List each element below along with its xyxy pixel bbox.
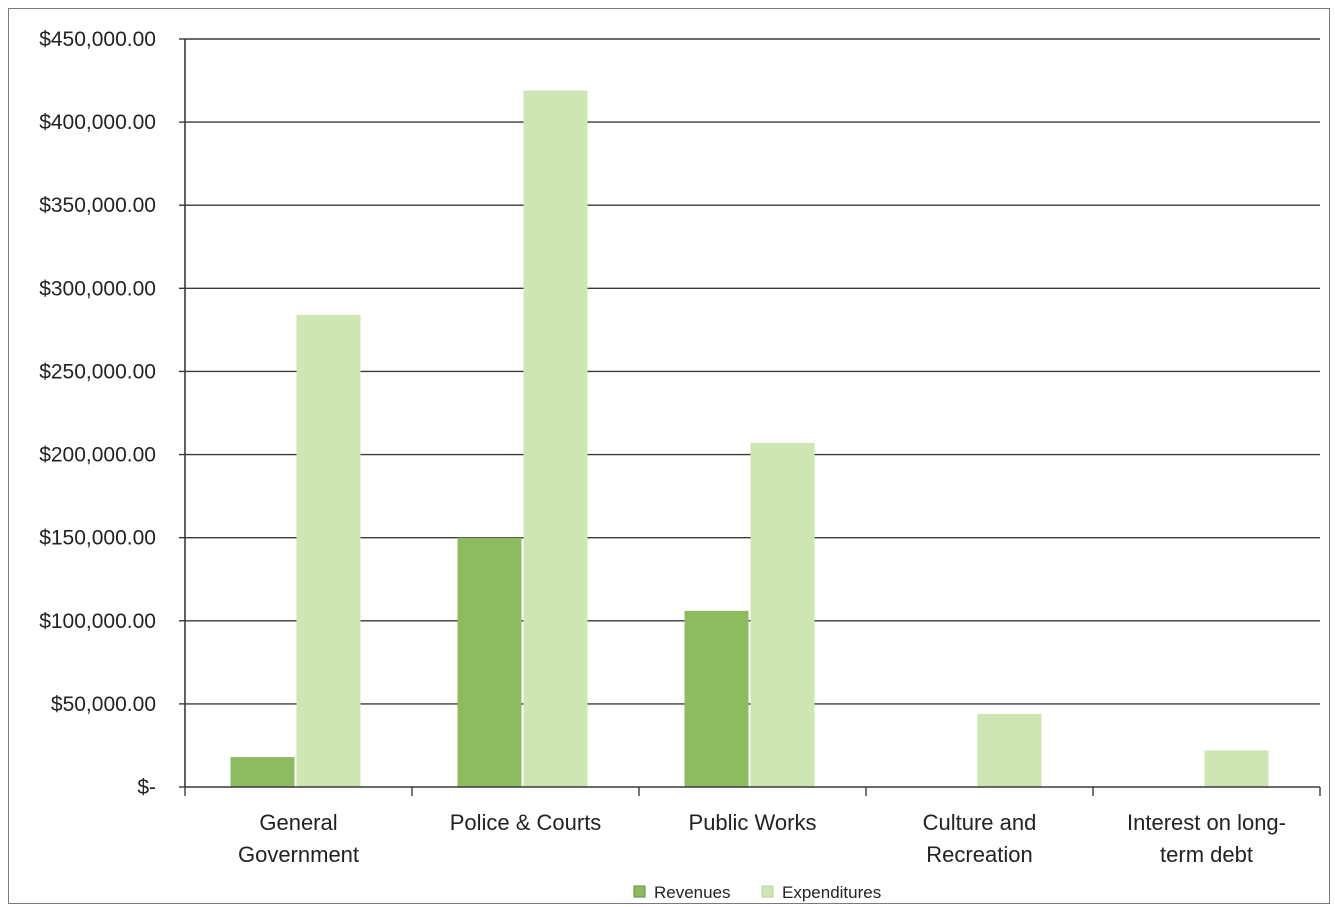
bar-revenues-0: [230, 757, 295, 787]
bar-expenditures-1: [523, 90, 588, 788]
bar-expenditures-2: [750, 442, 815, 787]
x-axis-category-labels: General Government Police & Courts Public W…: [238, 810, 1286, 867]
x-category-label: term debt: [1160, 842, 1253, 867]
y-tick-label: $200,000.00: [39, 444, 156, 467]
y-axis-tick-labels: $- $50,000.00 $100,000.00 $150,000.00 $200,0…: [39, 28, 156, 799]
x-category-label: Culture and: [923, 810, 1037, 835]
bar-expenditures-0: [296, 314, 361, 787]
x-category-label: Recreation: [926, 842, 1032, 867]
x-category-label: Police & Courts: [450, 810, 602, 835]
y-tick-label: $450,000.00: [39, 28, 156, 51]
legend-label-expenditures: Expenditures: [782, 883, 881, 902]
x-category-label: Public Works: [689, 810, 817, 835]
legend: Revenues Expenditures: [633, 883, 881, 902]
bar-expenditures-4: [1204, 750, 1269, 787]
gridlines: [179, 38, 1320, 788]
y-tick-label: $350,000.00: [39, 194, 156, 217]
chart-frame: [8, 8, 1330, 904]
legend-swatch-expenditures: [761, 885, 774, 898]
legend-swatch-revenues: [633, 885, 646, 898]
y-tick-label: $50,000.00: [51, 693, 156, 716]
x-category-label: General: [259, 810, 337, 835]
x-category-label: Government: [238, 842, 359, 867]
legend-label-revenues: Revenues: [654, 883, 731, 902]
y-tick-label: $250,000.00: [39, 360, 156, 383]
x-category-label: Interest on long-: [1127, 810, 1286, 835]
x-axis: [184, 39, 1321, 796]
bar-revenues-1: [457, 537, 522, 787]
bars: [230, 90, 1269, 788]
y-tick-label: $100,000.00: [39, 610, 156, 633]
y-tick-label: $-: [137, 776, 156, 799]
bar-revenues-2: [684, 610, 749, 787]
bar-expenditures-3: [977, 713, 1042, 787]
y-tick-label: $400,000.00: [39, 111, 156, 134]
y-tick-label: $150,000.00: [39, 527, 156, 550]
y-tick-label: $300,000.00: [39, 277, 156, 300]
